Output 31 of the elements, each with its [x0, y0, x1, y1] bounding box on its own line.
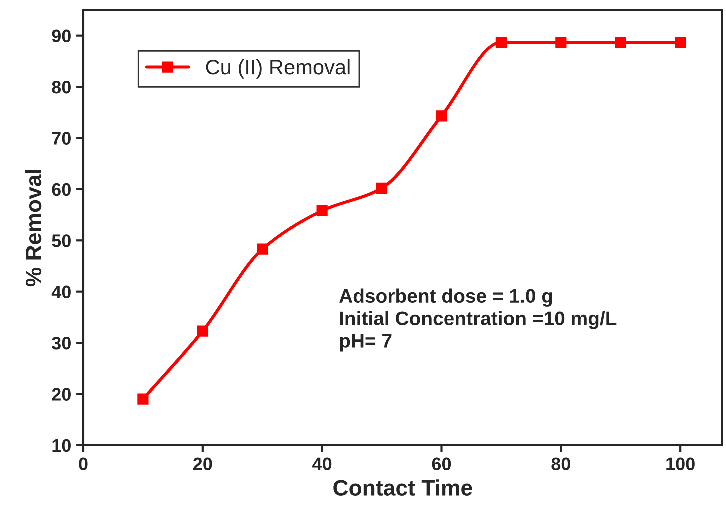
y-tick-label: 90: [52, 30, 71, 43]
y-tick-label: 30: [52, 336, 71, 350]
annotation: Adsorbent dose = 1.0 g: [340, 288, 552, 307]
point: [496, 36, 508, 48]
legend-label: Cu (II) Removal: [206, 59, 350, 79]
x-tick-label: 20: [193, 458, 212, 471]
y-tick-label: 70: [52, 132, 71, 145]
x-tick-label: 80: [552, 458, 570, 471]
x-tick-label: 40: [312, 458, 332, 471]
point: [376, 182, 388, 194]
y-tick-label: 80: [52, 80, 71, 94]
x-tick-label: 0: [79, 458, 88, 471]
y-tick-label: 50: [52, 234, 71, 248]
y-tick-label: 10: [52, 439, 71, 452]
point: [316, 205, 328, 216]
annotation: Initial Concentration =10 mg/L: [340, 311, 617, 330]
point: [675, 36, 686, 48]
point: [615, 36, 626, 48]
point: [556, 36, 567, 48]
point: [436, 110, 448, 122]
x-axis-title: Contact Time: [334, 480, 472, 496]
annotation: pH= 7: [340, 334, 392, 352]
y-tick-label: 40: [52, 286, 71, 299]
x-tick-label: 100: [666, 458, 695, 471]
y-tick-label: 60: [52, 183, 71, 196]
x-tick-label: 60: [432, 458, 452, 471]
point: [257, 244, 268, 255]
point: [197, 326, 208, 337]
y-axis-title: % Removal: [25, 170, 42, 287]
point: [138, 394, 149, 405]
y-tick-label: 20: [52, 388, 71, 401]
